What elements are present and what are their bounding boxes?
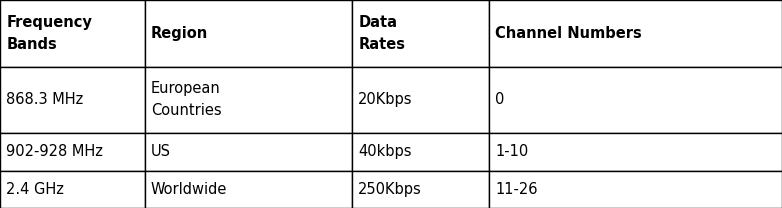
Text: 11-26: 11-26 xyxy=(495,182,537,197)
Bar xyxy=(352,133,489,171)
Bar xyxy=(352,171,489,208)
Bar xyxy=(0,67,145,133)
Bar xyxy=(489,67,782,133)
Text: 20Kbps: 20Kbps xyxy=(358,92,413,107)
Text: Worldwide: Worldwide xyxy=(151,182,228,197)
Text: 1-10: 1-10 xyxy=(495,144,529,159)
Text: US: US xyxy=(151,144,171,159)
Text: European
Countries: European Countries xyxy=(151,81,221,118)
Bar xyxy=(489,133,782,171)
Bar xyxy=(489,0,782,67)
Bar xyxy=(145,133,352,171)
Bar xyxy=(145,0,352,67)
Text: 40kbps: 40kbps xyxy=(358,144,411,159)
Text: Region: Region xyxy=(151,26,208,41)
Text: 0: 0 xyxy=(495,92,504,107)
Text: 2.4 GHz: 2.4 GHz xyxy=(6,182,64,197)
Bar xyxy=(489,171,782,208)
Text: 902-928 MHz: 902-928 MHz xyxy=(6,144,103,159)
Text: Channel Numbers: Channel Numbers xyxy=(495,26,642,41)
Bar xyxy=(145,171,352,208)
Bar xyxy=(352,67,489,133)
Text: Data
Rates: Data Rates xyxy=(358,15,405,52)
Text: 250Kbps: 250Kbps xyxy=(358,182,422,197)
Bar xyxy=(352,0,489,67)
Bar xyxy=(145,67,352,133)
Text: Frequency
Bands: Frequency Bands xyxy=(6,15,92,52)
Bar xyxy=(0,171,145,208)
Text: 868.3 MHz: 868.3 MHz xyxy=(6,92,84,107)
Bar xyxy=(0,0,145,67)
Bar xyxy=(0,133,145,171)
